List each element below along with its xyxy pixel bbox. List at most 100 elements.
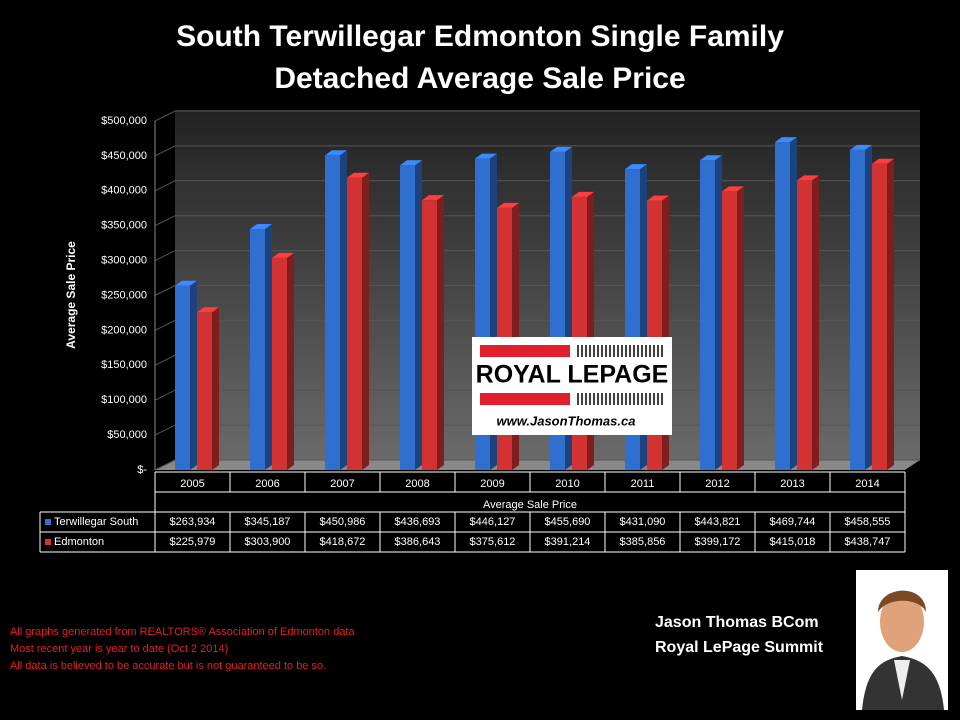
y-tick-label: $100,000 <box>101 394 147 406</box>
y-tick-label: $350,000 <box>101 220 147 232</box>
y-tick-label: $250,000 <box>101 289 147 301</box>
data-label: $399,172 <box>695 536 741 548</box>
data-label: $418,672 <box>320 536 366 548</box>
bar-top <box>347 172 369 178</box>
data-label: $385,856 <box>620 536 666 548</box>
bar-side <box>190 280 197 470</box>
grid-line <box>154 215 920 227</box>
bar-top <box>722 186 744 192</box>
photo-face <box>880 592 924 652</box>
bar-side <box>212 307 219 470</box>
logo-barcode <box>577 345 663 405</box>
x-tick-label: 2005 <box>180 478 204 490</box>
y-tick-label: $300,000 <box>101 255 147 267</box>
data-label: $263,934 <box>170 516 216 528</box>
y-axis-label: Average Sale Price <box>64 241 78 349</box>
bar <box>775 142 790 470</box>
data-label: $455,690 <box>545 516 591 528</box>
data-label: $431,090 <box>620 516 666 528</box>
bar-side <box>287 252 294 470</box>
x-tick-label: 2008 <box>405 478 429 490</box>
bar-top <box>797 175 819 181</box>
bar-side <box>415 160 422 470</box>
data-label: $458,555 <box>845 516 891 528</box>
y-tick-label: $200,000 <box>101 324 147 336</box>
grid-line <box>154 250 920 262</box>
bar-top <box>475 153 497 159</box>
bar-top <box>850 144 872 150</box>
bar-side <box>362 172 369 470</box>
x-axis-label: Average Sale Price <box>483 499 577 511</box>
author-photo <box>856 570 948 710</box>
chart-title: Detached Average Sale Price <box>274 62 685 95</box>
bar <box>197 312 212 470</box>
legend-label: Terwillegar South <box>54 516 138 528</box>
bar-side <box>715 155 722 470</box>
bar <box>400 165 415 470</box>
grid-line <box>154 180 920 192</box>
bar-top <box>700 155 722 161</box>
bar <box>347 177 362 470</box>
bar-side <box>737 186 744 471</box>
footnote: All graphs generated from REALTORS® Asso… <box>10 626 355 638</box>
bar-side <box>437 195 444 471</box>
bar-top <box>272 252 294 258</box>
bar-side <box>340 150 347 470</box>
bar-top <box>197 307 219 313</box>
y-tick-label: $500,000 <box>101 115 147 127</box>
bar-top <box>250 224 272 230</box>
bar <box>325 155 340 470</box>
grid-line <box>154 110 920 122</box>
bar <box>175 285 190 470</box>
data-label: $446,127 <box>470 516 516 528</box>
bar-top <box>550 146 572 152</box>
data-label: $469,744 <box>770 516 816 528</box>
bar-side <box>812 175 819 470</box>
x-tick-label: 2014 <box>855 478 879 490</box>
legend-label: Edmonton <box>54 536 104 548</box>
legend-swatch <box>45 519 51 525</box>
bar-side <box>887 158 894 471</box>
y-tick-label: $- <box>137 464 147 476</box>
bar <box>850 149 865 471</box>
x-tick-label: 2009 <box>480 478 504 490</box>
data-label: $415,018 <box>770 536 816 548</box>
footnote: Most recent year is year to date (Oct 2 … <box>10 643 228 655</box>
data-label: $443,821 <box>695 516 741 528</box>
data-label: $225,979 <box>170 536 216 548</box>
chart-title: South Terwillegar Edmonton Single Family <box>176 20 784 53</box>
bar-top <box>775 137 797 143</box>
bar <box>700 160 715 470</box>
author-name: Jason Thomas BCom <box>655 614 819 631</box>
logo-bar <box>480 393 570 405</box>
bar-top <box>647 195 669 201</box>
author-company: Royal LePage Summit <box>655 639 824 656</box>
logo-bar <box>480 345 570 357</box>
logo-brand: ROYAL LEPAGE <box>476 361 669 389</box>
photo-shirt <box>894 660 910 700</box>
legend-swatch <box>45 539 51 545</box>
y-tick-label: $450,000 <box>101 150 147 162</box>
logo: ROYAL LEPAGE www.JasonThomas.ca <box>472 0 672 435</box>
bar-top <box>175 280 197 286</box>
x-tick-label: 2013 <box>780 478 804 490</box>
bar <box>422 200 437 471</box>
x-tick-label: 2012 <box>705 478 729 490</box>
bar-top <box>572 191 594 197</box>
bar-side <box>865 144 872 471</box>
grid-line <box>154 285 920 296</box>
data-label: $438,747 <box>845 536 891 548</box>
x-tick-label: 2007 <box>330 478 354 490</box>
bar-top <box>325 150 347 156</box>
grid-line <box>154 145 920 157</box>
x-tick-label: 2006 <box>255 478 279 490</box>
logo-url: www.JasonThomas.ca <box>497 413 636 428</box>
y-tick-label: $150,000 <box>101 359 147 371</box>
data-label: $391,214 <box>545 536 591 548</box>
photo-hair <box>878 590 926 612</box>
data-label: $436,693 <box>395 516 441 528</box>
footnote: All data is believed to be accurate but … <box>10 660 326 672</box>
bar-side <box>265 224 272 470</box>
bar-top <box>422 195 444 201</box>
